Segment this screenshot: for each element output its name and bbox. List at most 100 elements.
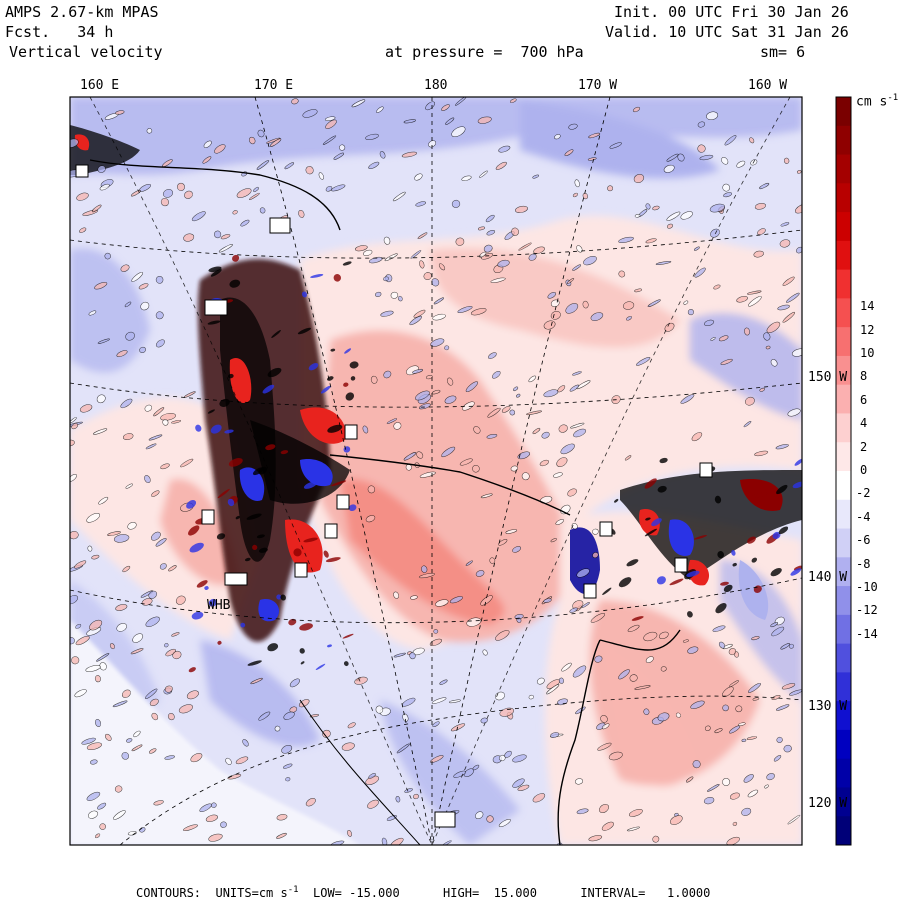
colorbar-tick-label: 2: [860, 439, 868, 454]
contour-cell: [729, 680, 739, 687]
contour-cell: [202, 156, 212, 164]
contour-cell: [557, 385, 566, 393]
contour-cell: [164, 685, 173, 693]
contour-cell: [86, 512, 101, 523]
contour-cell: [90, 759, 98, 765]
colorbar-swatch: [836, 269, 851, 299]
contour-cell: [473, 426, 481, 434]
colorbar-units: cm s-1: [856, 93, 899, 110]
contour-cell: [305, 798, 316, 807]
contour-cell: [258, 466, 267, 475]
contour-cell: [488, 352, 497, 359]
contour-cell: [74, 689, 87, 698]
contour-cell: [608, 751, 623, 761]
contour-cell: [419, 260, 425, 269]
contour-cell: [666, 223, 674, 229]
contour-cell: [572, 665, 587, 678]
contour-cell: [365, 515, 376, 523]
init-time: Init. 00 UTC Fri 30 Jan 26: [614, 3, 849, 21]
contour-cell: [721, 157, 729, 165]
contour-cell: [566, 278, 575, 284]
contour-cell: [669, 578, 684, 586]
contour-cell: [247, 660, 262, 666]
contour-cell: [347, 829, 352, 837]
contour-cell: [342, 633, 354, 639]
contour-cell: [532, 793, 546, 803]
contour-cell: [256, 160, 270, 170]
contour-cell: [704, 319, 715, 327]
contour-cell: [383, 370, 392, 379]
contour-cell: [457, 306, 473, 313]
contour-cell: [235, 756, 249, 765]
colorbar-swatch: [836, 614, 851, 645]
colorbar-swatch: [836, 240, 851, 271]
contour-cell: [397, 295, 403, 302]
contour-cell: [526, 410, 542, 416]
contour-cell: [431, 278, 440, 287]
contour-cell: [495, 161, 507, 170]
contour-cell: [554, 134, 561, 140]
contour-cell: [590, 312, 604, 321]
colorbar-tick-label: -8: [856, 556, 871, 571]
contour-cell: [729, 725, 741, 734]
contour-cell: [188, 667, 196, 673]
contour-cell: [759, 387, 765, 392]
contour-cell: [601, 821, 614, 831]
contour-cell: [781, 683, 796, 690]
contour-cell: [574, 179, 580, 188]
contour-cell: [280, 450, 289, 455]
contour-cell: [751, 636, 760, 641]
contour-cell: [752, 697, 760, 701]
contour-cell: [431, 697, 447, 704]
contour-cell: [704, 725, 711, 732]
colorbar-tick-label: -14: [856, 626, 878, 641]
contour-cell: [122, 433, 134, 441]
contour-cell: [718, 641, 726, 649]
contour-cell: [207, 409, 215, 414]
contour-cell: [99, 823, 106, 830]
contour-cell: [492, 370, 501, 379]
graticule: [70, 97, 802, 845]
contour-cell: [626, 316, 632, 321]
contour-cell: [70, 138, 79, 148]
contour-cell: [746, 736, 758, 740]
contour-cell: [298, 699, 310, 708]
contour-cell: [597, 742, 612, 751]
contour-cell: [783, 744, 792, 753]
lat-label-140w: 140 W: [808, 570, 848, 585]
contour-cell: [666, 211, 681, 221]
contour-cell: [501, 406, 511, 413]
contour-cell: [709, 203, 725, 213]
contour-cell: [208, 598, 217, 607]
contour-cell: [86, 791, 101, 801]
contour-cell: [644, 528, 658, 537]
contour-cell: [745, 396, 755, 406]
contour-cell: [71, 423, 79, 430]
contour-cell: [509, 409, 516, 416]
contour-cell: [687, 611, 693, 618]
contour-cell: [81, 737, 96, 745]
contour-cell: [248, 136, 256, 145]
contour-cell: [95, 719, 101, 727]
contour-cell: [629, 674, 638, 682]
contour-cell: [776, 736, 783, 743]
contour-cell: [124, 301, 132, 308]
contour-info: CONTOURS: UNITS=cm s-1 LOW= -15.000 HIGH…: [136, 885, 711, 900]
colorbar-swatch: [836, 787, 851, 817]
lon-label-160e: 160 E: [80, 78, 120, 93]
contour-cell: [748, 682, 761, 693]
contour-cell: [403, 452, 417, 461]
contour-cell: [722, 183, 730, 192]
contour-cell: [122, 565, 131, 573]
contour-cell: [461, 175, 472, 182]
contour-cell: [438, 263, 446, 271]
colorbar-swatch: [836, 298, 851, 328]
contour-cell: [583, 256, 597, 266]
contour-cell: [771, 695, 781, 700]
contour-cell: [744, 327, 750, 336]
contour-cell: [413, 793, 419, 800]
contour-cell: [144, 404, 153, 412]
contour-cell: [79, 227, 87, 233]
contour-cell: [380, 310, 394, 317]
